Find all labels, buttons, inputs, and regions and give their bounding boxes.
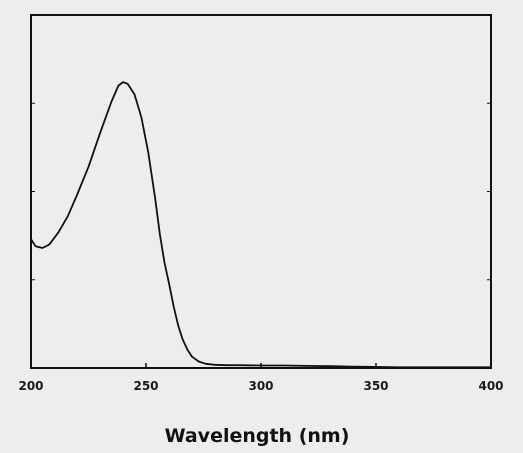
x-tick-label: 200 [18, 379, 43, 393]
x-tick-label: 400 [478, 379, 503, 393]
x-tick-label: 250 [133, 379, 158, 393]
absorbance-curve [30, 81, 492, 369]
x-axis-tick-labels: 200 250 300 350 400 [18, 379, 503, 393]
x-tick-label: 300 [248, 379, 273, 393]
x-tick-label: 350 [363, 379, 388, 393]
x-axis-title: Wavelength (nm) [165, 425, 350, 447]
y-axis-ticks [31, 102, 491, 281]
